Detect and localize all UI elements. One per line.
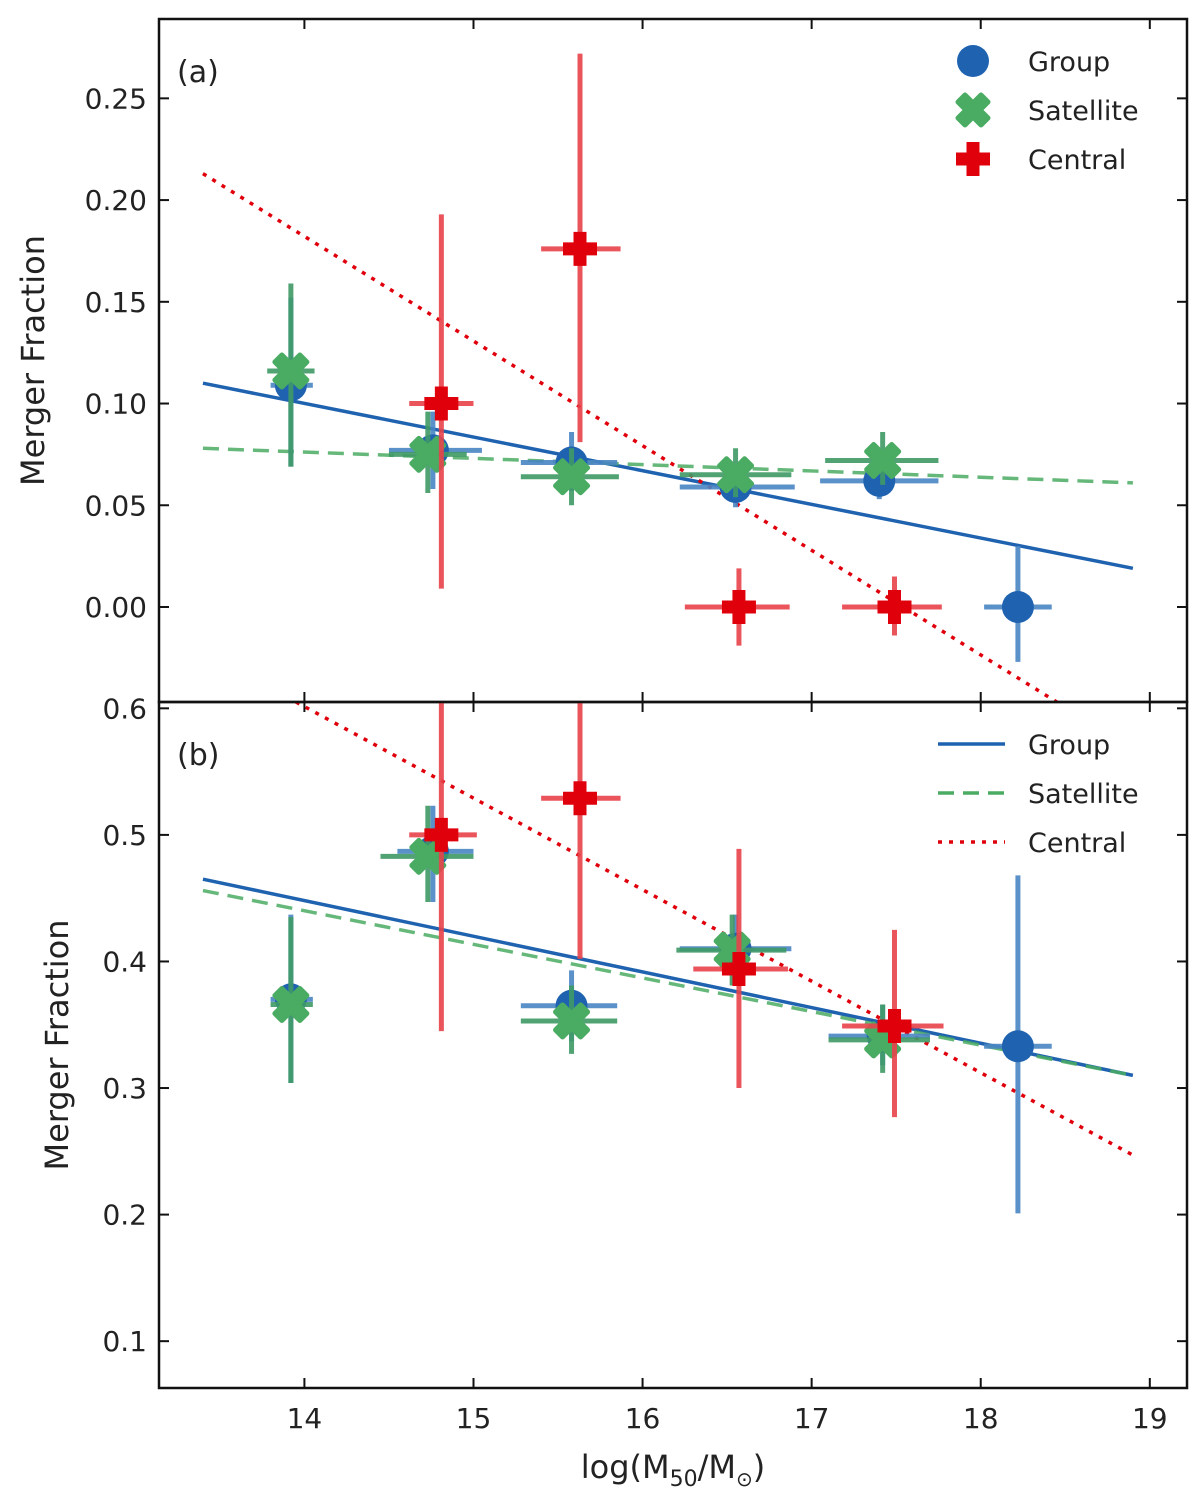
y-axis-label: Merger Fraction <box>38 920 76 1171</box>
satellite-point <box>270 917 313 1083</box>
group-point <box>984 875 1052 1214</box>
y-tick-label: 0.5 <box>102 819 147 852</box>
legend-item-satellite: Satellite <box>955 92 1139 128</box>
panel-b: 0.1 0.2 0.3 0.4 0.5 0.6 14 15 16 17 18 19 Merger Fra… <box>38 692 1189 1435</box>
group-fit-line <box>202 381 1134 571</box>
satellite-marker <box>717 456 755 494</box>
y-tick-label: 0.20 <box>85 184 147 217</box>
y-tick-label: 0.2 <box>102 1199 147 1232</box>
legend: Group Satellite Central <box>938 730 1139 859</box>
y-tick-label: 0.15 <box>85 286 147 319</box>
satellite-point <box>388 411 467 494</box>
x-tick-label: 18 <box>963 1402 999 1435</box>
y-tick-label: 0.6 <box>102 692 147 725</box>
central-fit-line <box>295 702 1134 1157</box>
satellite-fit-line <box>202 446 1133 485</box>
panel-a: 0.00 0.05 0.10 0.15 0.20 0.25 Merger Fraction (… <box>14 17 1189 704</box>
satellite-point <box>267 283 315 467</box>
y-tick-label: 0.00 <box>85 591 147 624</box>
x-tick-label: 17 <box>794 1402 830 1435</box>
central-legend-marker <box>956 142 990 176</box>
central-marker <box>877 1009 912 1044</box>
satellite-marker <box>272 985 310 1023</box>
plot-area <box>202 702 1134 1214</box>
legend-item-central: Central <box>956 142 1126 176</box>
group-legend-marker <box>957 45 989 77</box>
legend-label: Group <box>1028 47 1110 78</box>
central-point <box>541 53 621 443</box>
legend-label: Central <box>1028 145 1126 176</box>
y-axis-label: Merger Fraction <box>14 235 52 486</box>
central-point <box>684 568 790 646</box>
x-tick-label: 15 <box>456 1402 492 1435</box>
legend-item-group: Group <box>938 730 1110 761</box>
panel-label: (a) <box>177 55 219 90</box>
legend-label: Central <box>1028 828 1126 859</box>
central-marker <box>424 386 459 421</box>
satellite-marker <box>864 441 902 479</box>
central-point <box>409 214 474 589</box>
central-point <box>842 929 944 1118</box>
group-fit-line <box>202 877 1134 1078</box>
group-marker <box>1001 1030 1034 1063</box>
central-point <box>541 702 621 959</box>
x-axis-label: log(M50/M⊙) <box>581 1448 766 1492</box>
central-point <box>842 576 942 636</box>
satellite-legend-marker <box>955 92 991 128</box>
satellite-point <box>520 985 618 1054</box>
central-marker <box>721 952 756 987</box>
y-tick-label: 0.3 <box>102 1072 147 1105</box>
legend-item-central: Central <box>938 828 1126 859</box>
central-fit-line <box>202 172 1058 702</box>
legend-label: Satellite <box>1028 96 1139 127</box>
central-marker <box>721 589 756 624</box>
satellite-point <box>679 448 792 498</box>
panel-label: (b) <box>177 738 219 773</box>
satellite-marker <box>553 1002 591 1040</box>
legend-item-group: Group <box>957 45 1110 78</box>
x-tick-label: 16 <box>625 1402 661 1435</box>
group-marker <box>1001 590 1034 623</box>
central-marker <box>424 817 459 852</box>
legend: Group Satellite Central <box>955 45 1139 176</box>
satellite-point <box>828 1004 930 1073</box>
y-tick-label: 0.25 <box>85 82 147 115</box>
central-point <box>693 848 788 1089</box>
central-marker <box>563 231 598 266</box>
plot-area <box>202 53 1134 702</box>
y-tick-label: 0.10 <box>85 388 147 421</box>
legend-item-satellite: Satellite <box>938 779 1139 810</box>
satellite-marker <box>553 458 591 496</box>
satellite-point <box>380 805 474 902</box>
central-marker <box>877 589 912 624</box>
y-tick-label: 0.1 <box>102 1325 147 1358</box>
axes-frame <box>157 700 1189 1390</box>
legend-label: Group <box>1028 730 1110 761</box>
satellite-marker <box>272 352 310 390</box>
satellite-fit-line <box>202 888 1134 1078</box>
x-tick-label: 14 <box>287 1402 323 1435</box>
group-point <box>984 545 1052 662</box>
central-point <box>409 702 477 1032</box>
central-marker <box>563 781 598 816</box>
x-tick-label: 19 <box>1132 1402 1168 1435</box>
legend-label: Satellite <box>1028 779 1139 810</box>
satellite-point <box>825 432 939 485</box>
y-tick-label: 0.05 <box>85 489 147 522</box>
satellite-point <box>520 448 619 506</box>
y-tick-label: 0.4 <box>102 945 147 978</box>
